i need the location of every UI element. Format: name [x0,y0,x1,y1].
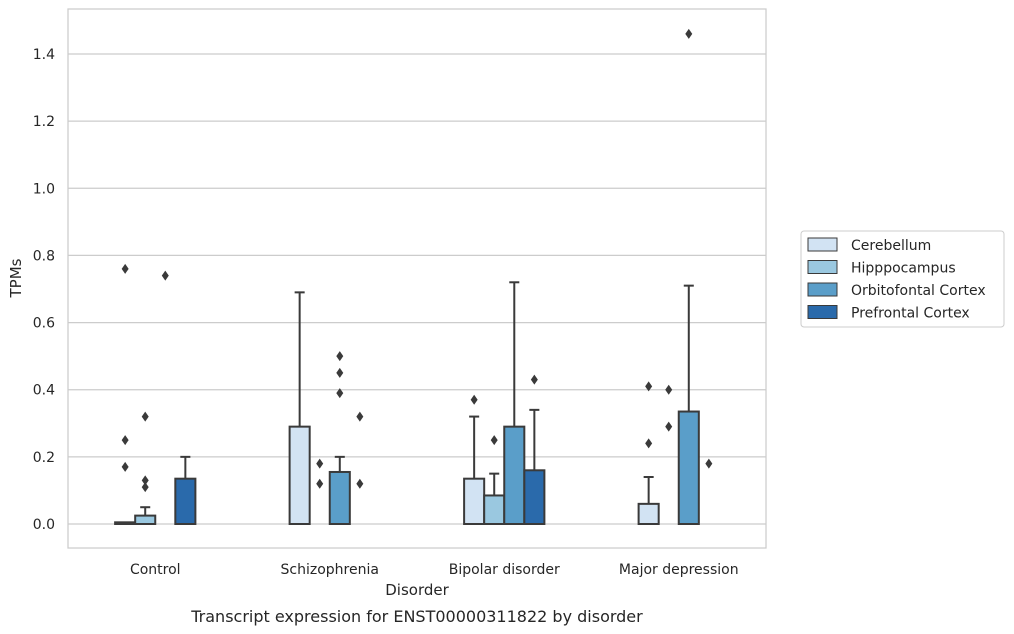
outlier-point [316,478,324,489]
outlier-point [141,475,149,486]
outlier-point [665,421,673,432]
y-axis-label: TPMs [7,258,25,298]
y-tick-label: 0.8 [33,248,55,264]
legend: Cerebellum Hipppocampus Orbitofontal Corte… [800,230,1005,328]
outlier-point [645,438,653,449]
outlier-point [685,28,693,39]
outlier-point [336,367,344,378]
bar [114,521,137,525]
outlier-point [336,388,344,399]
y-tick-label: 0.0 [33,517,55,533]
x-tick-label: Bipolar disorder [449,562,560,578]
legend-swatch [807,237,838,252]
bar [677,410,700,525]
y-tick-label: 0.6 [33,316,55,332]
legend-entry: Cerebellum [851,238,931,254]
bars [114,281,700,526]
outlier-point [121,435,129,446]
bar [174,477,197,525]
x-axis-label: Disorder [385,581,449,599]
y-tick-label: 1.4 [33,47,55,63]
legend-entry: Hipppocampus [851,261,956,277]
outlier-point [141,411,149,422]
bar [637,502,660,526]
outlier-point [316,458,324,469]
bar [523,469,546,525]
x-tick-labels: Control Schizophrenia Bipolar disorder Majo… [130,562,739,578]
outlier-point [665,384,673,395]
outlier-point [161,270,169,281]
bar [503,425,526,525]
outlier-point [121,263,129,274]
legend-entry: Prefrontal Cortex [851,306,970,322]
outlier-point [705,458,713,469]
legend-swatch [807,260,838,274]
y-tick-label: 1.2 [33,114,55,130]
y-tick-labels: 0.0 0.2 0.4 0.6 0.8 1.0 1.2 1.4 [33,47,55,533]
legend-frame [800,230,1005,328]
outlier-point [141,482,149,493]
outlier-point [645,381,653,392]
plot-area [68,9,766,548]
plot-frame [67,8,767,549]
y-tick-label: 1.0 [33,181,55,197]
outlier-point [470,394,478,405]
outlier-point [356,478,364,489]
x-tick-label: Major depression [619,562,739,578]
bar [483,494,506,526]
outlier-point [356,411,364,422]
bar [134,514,157,525]
x-tick-label: Control [130,562,181,578]
outlier-point [121,461,129,472]
x-tick-label: Schizophrenia [281,562,379,578]
legend-swatch [807,282,838,297]
outlier-point [336,351,344,362]
outlier-point [490,435,498,446]
bar [288,425,311,525]
bar [328,470,351,526]
chart-caption: Transcript expression for ENST0000031182… [190,607,643,626]
outlier-points [121,28,713,493]
legend-entry: Orbitofontal Cortex [851,283,986,299]
outlier-point [530,374,538,385]
bar [463,477,486,525]
y-tick-label: 0.2 [33,450,55,466]
y-tick-label: 0.4 [33,383,55,399]
legend-swatch [807,305,838,319]
